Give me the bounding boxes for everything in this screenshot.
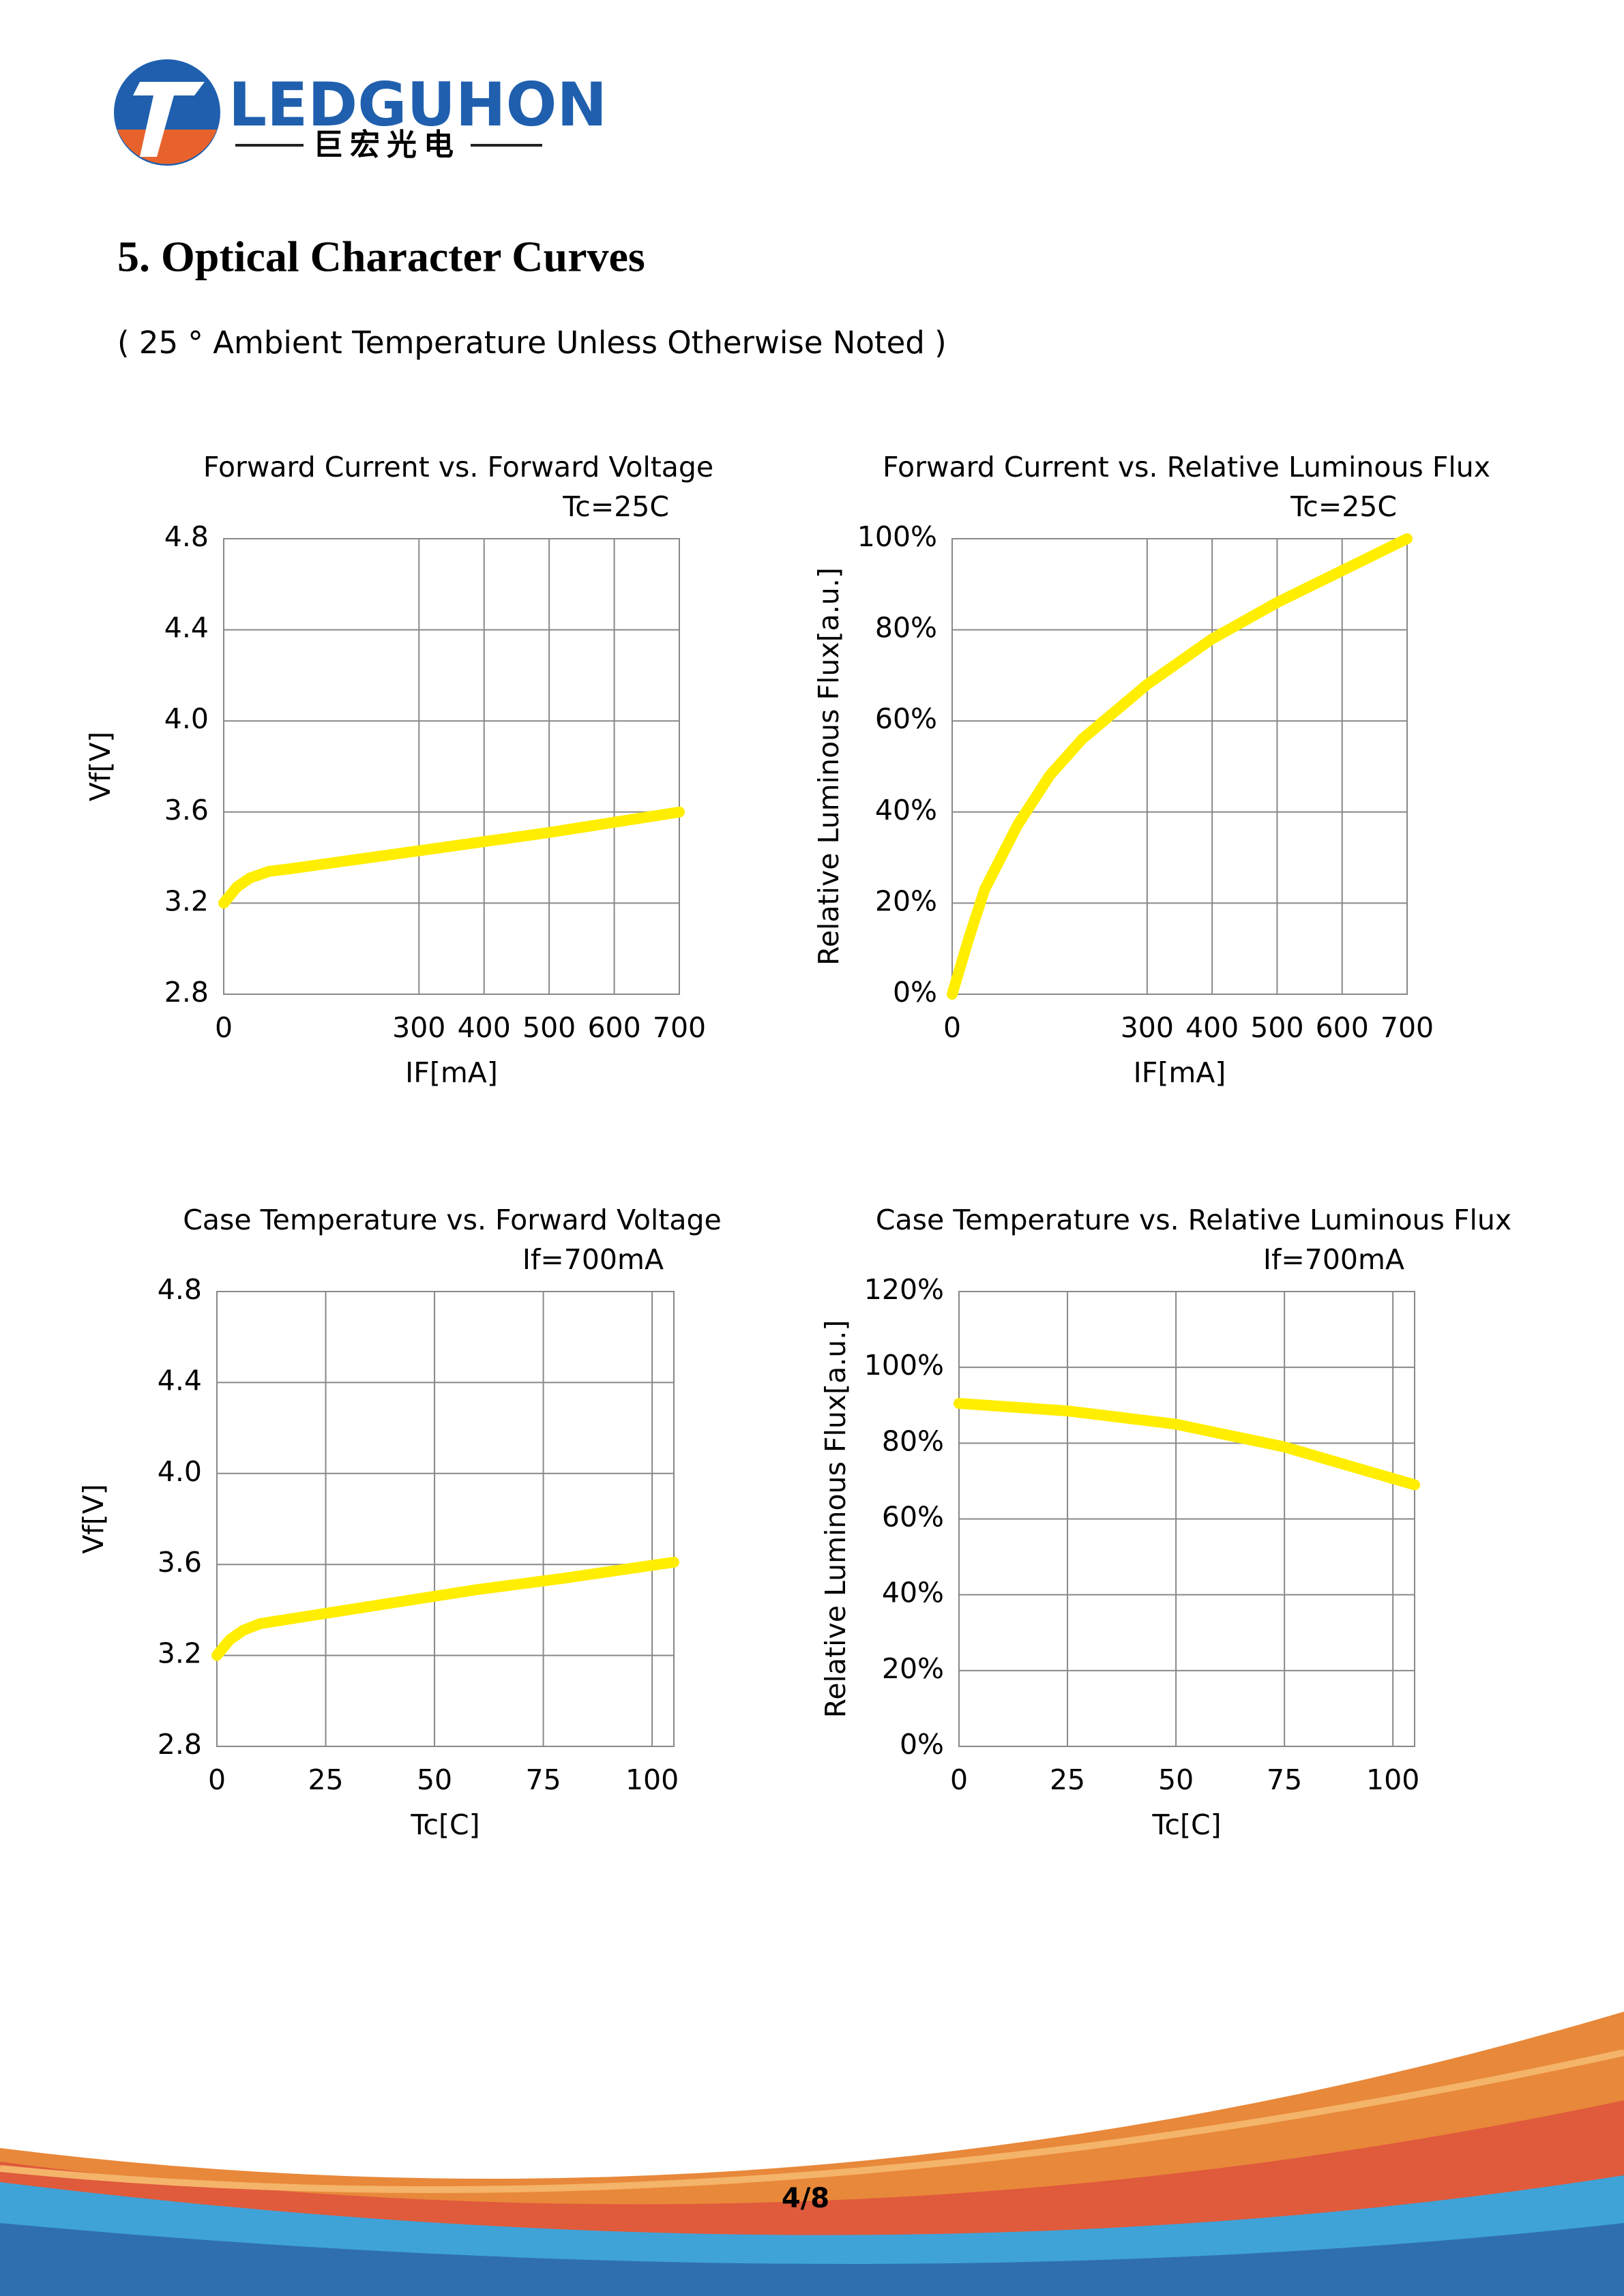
x-tick-label: 100: [625, 1763, 679, 1796]
chart-title: Forward Current vs. Forward Voltage: [203, 451, 713, 483]
plot-frame: [216, 1291, 675, 1747]
y-tick-label: 60%: [882, 1501, 944, 1534]
y-tick-label: 4.8: [158, 1273, 202, 1306]
y-axis-label: Relative Luminous Flux[a.u.]: [819, 1320, 852, 1718]
x-tick-label: 400: [1185, 1011, 1239, 1044]
y-tick-label: 100%: [864, 1349, 944, 1382]
data-line: [954, 1397, 1420, 1491]
x-tick-label: 50: [417, 1763, 452, 1796]
x-axis-label: Tc[C]: [1151, 1808, 1221, 1841]
x-tick-label: 25: [1050, 1763, 1085, 1796]
y-tick-label: 3.2: [158, 1637, 202, 1670]
page-number: 4/8: [782, 2183, 829, 2214]
y-tick-label: 0%: [900, 1728, 944, 1761]
data-line: [947, 533, 1413, 1000]
y-axis-label: Vf[V]: [77, 1484, 110, 1554]
x-tick-label: 400: [458, 1011, 511, 1044]
x-tick-label: 600: [1316, 1011, 1369, 1044]
logo-name: LEDGUHON: [228, 70, 607, 140]
chart-title: Case Temperature vs. Relative Luminous F…: [876, 1204, 1511, 1236]
y-tick-label: 20%: [875, 884, 937, 917]
plot-frame: [951, 538, 1408, 995]
x-tick-label: 500: [522, 1011, 576, 1044]
x-tick-label: 600: [587, 1011, 640, 1044]
chart-title: Forward Current vs. Relative Luminous Fl…: [883, 451, 1490, 483]
y-tick-label: 40%: [875, 794, 937, 826]
y-tick-label: 100%: [857, 520, 937, 553]
y-tick-label: 3.6: [158, 1546, 202, 1579]
y-tick-label: 20%: [882, 1652, 944, 1685]
logo: LEDGUHON 巨宏光电: [114, 59, 607, 166]
data-line: [218, 806, 685, 909]
plot-frame: [223, 538, 680, 995]
plot-frame: [958, 1291, 1415, 1747]
y-tick-label: 40%: [882, 1577, 944, 1609]
x-tick-label: 100: [1366, 1763, 1419, 1796]
footer-waves: [0, 2012, 1624, 2296]
y-tick-label: 2.8: [158, 1728, 202, 1761]
y-tick-label: 80%: [882, 1425, 944, 1457]
x-axis-label: Tc[C]: [410, 1808, 479, 1841]
x-tick-label: 50: [1158, 1763, 1194, 1796]
x-tick-label: 700: [653, 1011, 706, 1044]
y-tick-label: 3.6: [164, 794, 209, 826]
heading: 5. Optical Character Curves: [117, 233, 645, 281]
x-tick-label: 25: [308, 1763, 343, 1796]
y-tick-label: 4.0: [164, 702, 209, 735]
x-tick-label: 300: [1121, 1011, 1174, 1044]
x-tick-label: 700: [1381, 1011, 1434, 1044]
y-tick-label: 4.8: [164, 520, 209, 553]
y-tick-label: 0%: [893, 976, 937, 1009]
y-tick-label: 4.4: [158, 1364, 202, 1397]
chart-note: If=700mA: [522, 1243, 664, 1276]
x-tick-label: 75: [525, 1763, 561, 1796]
y-tick-label: 4.4: [164, 612, 209, 644]
y-tick-label: 60%: [875, 702, 937, 735]
y-axis-label: Vf[V]: [84, 732, 117, 802]
y-axis-label: Relative Luminous Flux[a.u.]: [812, 567, 845, 966]
logo-subname: 巨宏光电: [313, 128, 460, 162]
y-tick-label: 120%: [864, 1273, 944, 1306]
data-line: [211, 1556, 679, 1661]
chart-note: If=700mA: [1263, 1243, 1404, 1276]
x-tick-label: 0: [950, 1763, 968, 1796]
y-tick-label: 4.0: [158, 1455, 202, 1488]
chart-note: Tc=25C: [1290, 490, 1397, 523]
chart-title: Case Temperature vs. Forward Voltage: [183, 1204, 722, 1236]
x-tick-label: 300: [392, 1011, 445, 1044]
x-tick-label: 0: [215, 1011, 233, 1044]
x-axis-label: IF[mA]: [1134, 1056, 1226, 1089]
x-tick-label: 0: [208, 1763, 226, 1796]
x-axis-label: IF[mA]: [405, 1056, 498, 1089]
x-tick-label: 75: [1267, 1763, 1302, 1796]
subheading: ( 25 ° Ambient Temperature Unless Otherw…: [117, 325, 947, 361]
y-tick-label: 2.8: [164, 976, 209, 1009]
chart-note: Tc=25C: [562, 490, 669, 523]
x-tick-label: 500: [1250, 1011, 1303, 1044]
x-tick-label: 0: [943, 1011, 961, 1044]
y-tick-label: 3.2: [164, 884, 209, 917]
y-tick-label: 80%: [875, 612, 937, 644]
